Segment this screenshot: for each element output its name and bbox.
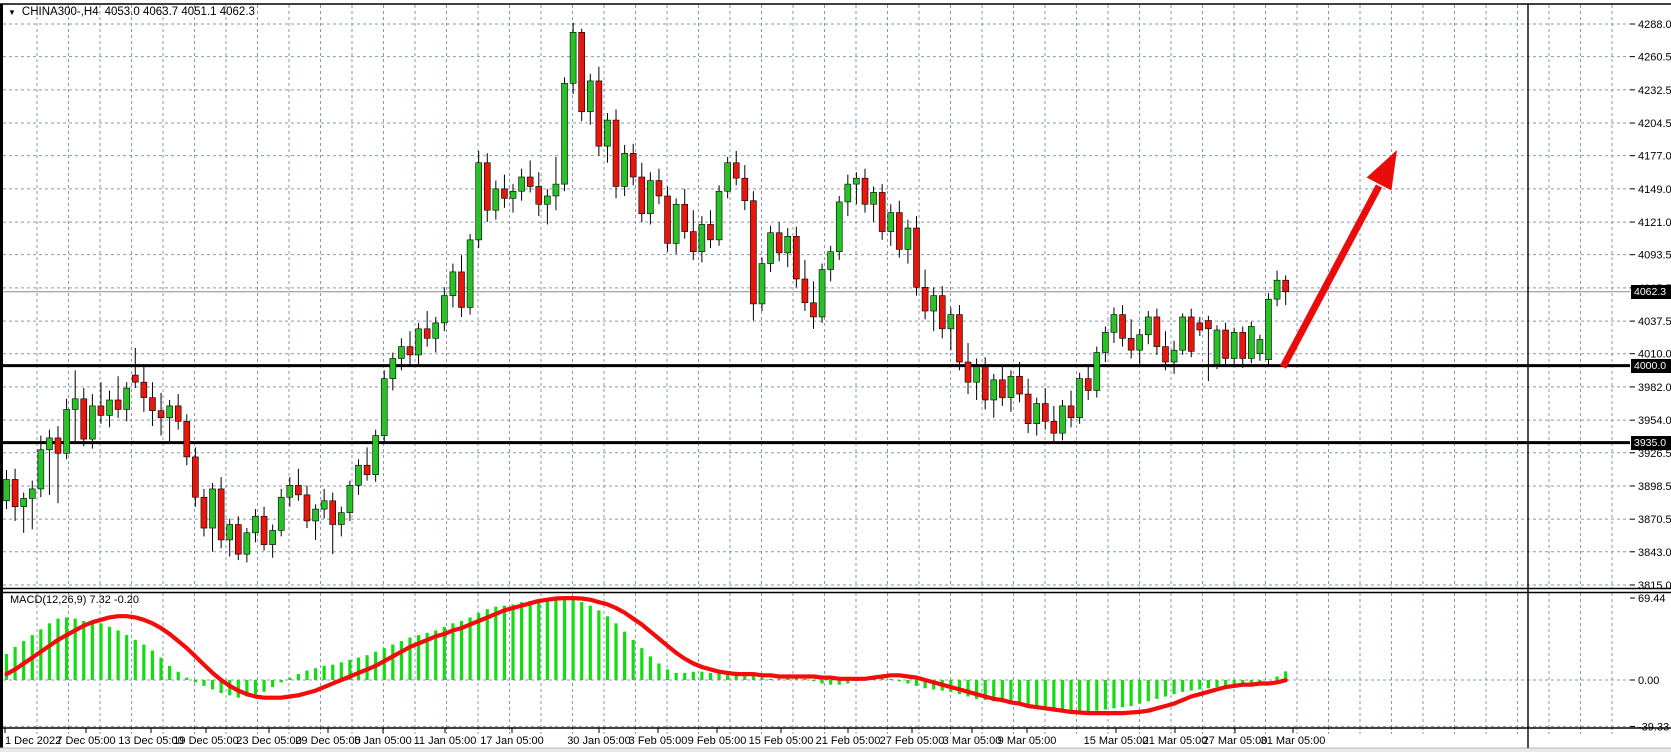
price-tick-label: 3898.5 <box>1638 481 1671 493</box>
macd-indicator-label: MACD(12,26,9) 7.32 -0.20 <box>10 594 140 606</box>
time-tick-label: 21 Feb 05:00 <box>816 735 881 747</box>
macd-axis[interactable]: 69.44 0.00 -39.33 <box>1630 593 1669 733</box>
time-tick-label: 19 Dec 05:00 <box>173 735 238 747</box>
trend-arrow[interactable] <box>1279 150 1397 369</box>
price-tick-label: 3982.0 <box>1638 382 1671 394</box>
time-tick-label: 17 Jan 05:00 <box>480 735 544 747</box>
price-tick-label: 4149.0 <box>1638 184 1671 196</box>
price-tick-label: 3815.0 <box>1638 580 1671 592</box>
time-tick-label: 1 Dec 2022 <box>5 735 61 747</box>
level-lower-badge: 3935.0 <box>1631 435 1671 450</box>
time-tick-label: 3 Mar 05:00 <box>943 735 1002 747</box>
price-tick-label: 4010.0 <box>1638 349 1671 361</box>
current-price-badge: 4062.3 <box>1631 284 1671 299</box>
candle-series <box>3 22 1289 563</box>
price-tick-label: 4204.5 <box>1638 118 1671 130</box>
time-tick-label: 9 Mar 05:00 <box>998 735 1057 747</box>
time-tick-label: 9 Feb 05:00 <box>688 735 747 747</box>
price-tick-label: 4288.0 <box>1638 19 1671 31</box>
price-tick-label: 4093.5 <box>1638 250 1671 262</box>
level-upper-badge: 4000.0 <box>1631 358 1671 373</box>
time-tick-label: 23 Dec 05:00 <box>236 735 301 747</box>
price-tick-label: 3843.0 <box>1638 547 1671 559</box>
price-tick-label: 4177.0 <box>1638 151 1671 163</box>
time-tick-label: 31 Mar 05:00 <box>1261 735 1326 747</box>
price-tick-label: 4232.5 <box>1638 85 1671 97</box>
price-tick-label: 4260.5 <box>1638 52 1671 64</box>
symbol-dropdown-icon[interactable]: ▼ <box>8 7 16 17</box>
price-tick-label: 3870.5 <box>1638 514 1671 526</box>
time-tick-label: 11 Jan 05:00 <box>414 735 477 747</box>
grid-layer <box>3 5 1630 734</box>
time-tick-label: 5 Jan 05:00 <box>354 735 412 747</box>
time-tick-label: 29 Dec 05:00 <box>295 735 360 747</box>
macd-tick-label: 69.44 <box>1638 593 1666 605</box>
time-tick-label: 7 Dec 05:00 <box>56 735 115 747</box>
time-tick-label: 15 Feb 05:00 <box>749 735 814 747</box>
time-tick-label: 30 Jan 05:00 <box>567 735 631 747</box>
price-tick-label: 4037.5 <box>1638 316 1671 328</box>
price-tick-label: 3926.5 <box>1638 448 1671 460</box>
symbol-timeframe-label: CHINA300-,H4 <box>21 6 99 18</box>
level-lines <box>3 291 1630 445</box>
time-tick-label: 27 Mar 05:00 <box>1203 735 1268 747</box>
ohlc-readout: 4053.0 4063.7 4051.1 4062.3 <box>104 6 255 18</box>
time-tick-label: 27 Feb 05:00 <box>880 735 945 747</box>
price-tick-label: 3954.0 <box>1638 415 1671 427</box>
time-tick-label: 21 Mar 05:00 <box>1143 735 1208 747</box>
pane-borders <box>0 3 1671 752</box>
time-tick-label: 15 Mar 05:00 <box>1084 735 1149 747</box>
price-tick-label: 4121.0 <box>1638 217 1671 229</box>
time-tick-label: 13 Dec 05:00 <box>118 735 183 747</box>
macd-signal-line <box>4 595 1288 716</box>
chart-title: ▼ CHINA300-,H4 4053.0 4063.7 4051.1 4062… <box>8 6 255 18</box>
time-tick-label: 3 Feb 05:00 <box>629 735 688 747</box>
macd-tick-label: 0.00 <box>1638 675 1659 687</box>
macd-tick-label: -39.33 <box>1638 721 1669 733</box>
